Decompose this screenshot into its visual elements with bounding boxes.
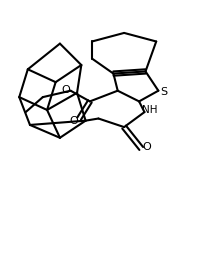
Text: NH: NH	[142, 105, 158, 115]
Text: O: O	[70, 116, 78, 126]
Text: S: S	[160, 87, 167, 97]
Text: O: O	[142, 142, 151, 152]
Text: O: O	[61, 85, 70, 95]
